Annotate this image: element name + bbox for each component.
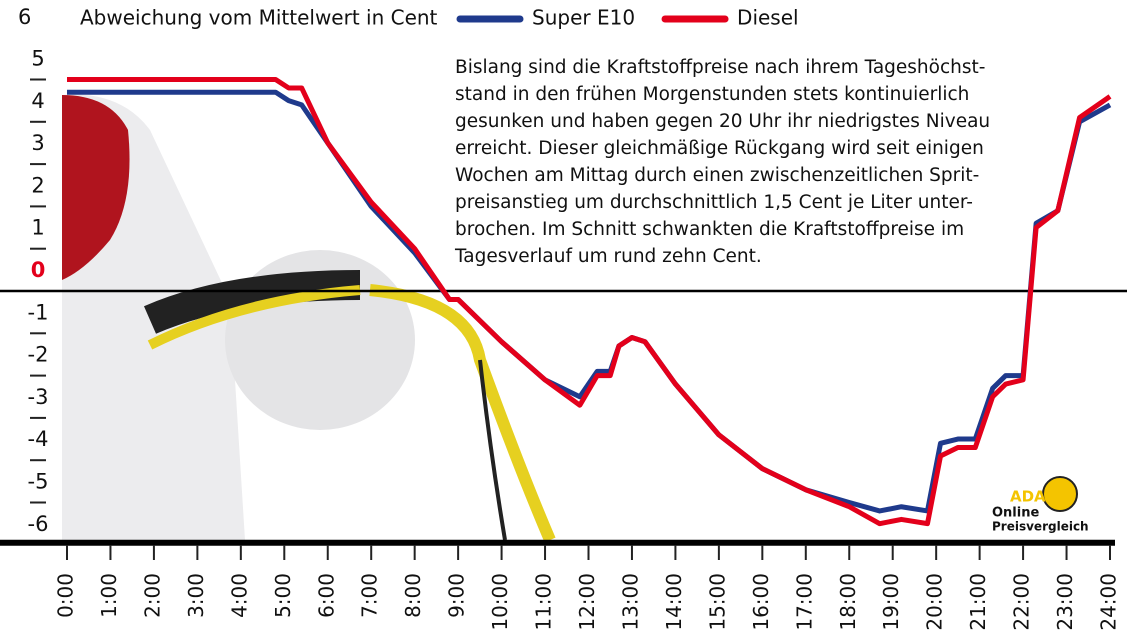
x-tick-label: 24:00 bbox=[1097, 573, 1121, 631]
x-tick-label: 16:00 bbox=[749, 573, 773, 631]
chart-title: Abweichung vom Mittelwert in Cent bbox=[80, 6, 438, 30]
x-tick-label: 11:00 bbox=[532, 573, 556, 631]
annotation: Bislang sind die Kraftstoffpreise nach i… bbox=[454, 57, 990, 267]
legend-label: Super E10 bbox=[532, 6, 635, 30]
y-tick-label: -1 bbox=[28, 300, 49, 324]
annotation-line: Tagesverlauf um rund zehn Cent. bbox=[454, 246, 762, 267]
x-tick-label: 10:00 bbox=[488, 573, 512, 631]
x-tick-label: 13:00 bbox=[618, 573, 642, 631]
y-tick-label: 1 bbox=[31, 216, 44, 240]
x-tick-label: 12:00 bbox=[575, 573, 599, 631]
x-tick-label: 14:00 bbox=[662, 573, 686, 631]
annotation-line: erreicht. Dieser gleichmäßige Rückgang w… bbox=[455, 138, 984, 159]
chart: 6 Abweichung vom Mittelwert in Cent Supe… bbox=[0, 0, 1127, 631]
x-tick-label: 19:00 bbox=[879, 573, 903, 631]
x-tick-label: 23:00 bbox=[1053, 573, 1077, 631]
legend: Super E10 Diesel bbox=[460, 6, 799, 30]
legend-label: Diesel bbox=[737, 6, 799, 30]
y-tick-label: -5 bbox=[28, 470, 49, 494]
y-tick-label: -3 bbox=[28, 385, 49, 409]
x-tick-label: 21:00 bbox=[966, 573, 990, 631]
y-tick-label: -2 bbox=[28, 343, 49, 367]
annotation-line: Wochen am Mittag durch einen zwischenzei… bbox=[455, 165, 979, 186]
logo-text: Online bbox=[992, 506, 1039, 521]
annotation-line: preisanstieg um durchschnittlich 1,5 Cen… bbox=[455, 192, 973, 213]
annotation-line: Bislang sind die Kraftstoffpreise nach i… bbox=[455, 57, 985, 78]
x-tick-label: 3:00 bbox=[184, 573, 208, 618]
x-tick-label: 9:00 bbox=[445, 573, 469, 618]
annotation-line: stand in den frühen Morgenstunden stets … bbox=[455, 84, 969, 105]
y-tick-label: 4 bbox=[31, 89, 44, 113]
y-tick-label: 3 bbox=[31, 131, 44, 155]
x-tick-label: 5:00 bbox=[271, 573, 295, 618]
logo-text: ADAC bbox=[1010, 488, 1057, 506]
annotation-line: brochen. Im Schnitt schwankten die Kraft… bbox=[455, 219, 964, 240]
x-tick-label: 15:00 bbox=[705, 573, 729, 631]
logo: ADAC Online Preisvergleich bbox=[992, 477, 1089, 534]
annotation-line: gesunken und haben gegen 20 Uhr ihr nied… bbox=[455, 111, 990, 132]
x-tick-label: 22:00 bbox=[1010, 573, 1034, 631]
x-tick-label: 6:00 bbox=[314, 573, 338, 618]
y-tick-label: 5 bbox=[31, 47, 44, 71]
y-tick-label: 0 bbox=[31, 258, 46, 282]
x-tick-label: 0:00 bbox=[54, 573, 78, 618]
x-tick-label: 4:00 bbox=[227, 573, 251, 618]
x-tick-label: 8:00 bbox=[401, 573, 425, 618]
x-tick-label: 1:00 bbox=[97, 573, 121, 618]
x-tick-label: 2:00 bbox=[140, 573, 164, 618]
y-tick-label: 2 bbox=[31, 173, 44, 197]
x-tick-label: 18:00 bbox=[836, 573, 860, 631]
x-tick-label: 7:00 bbox=[358, 573, 382, 618]
logo-text: Preisvergleich bbox=[992, 520, 1089, 534]
x-tick-label: 20:00 bbox=[923, 573, 947, 631]
y-tick-label: 6 bbox=[18, 5, 31, 29]
y-tick-label: -4 bbox=[28, 427, 49, 451]
x-tick-label: 17:00 bbox=[792, 573, 816, 631]
y-tick-label: -6 bbox=[28, 512, 49, 536]
